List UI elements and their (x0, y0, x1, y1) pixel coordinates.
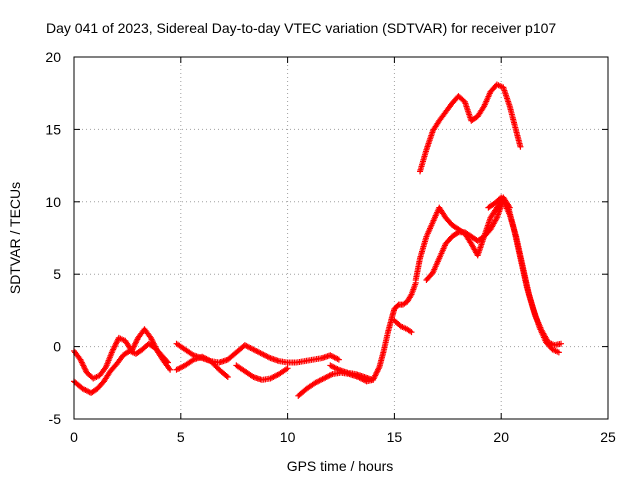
grid (74, 57, 608, 419)
series-track-b (71, 340, 171, 396)
data-point (408, 329, 415, 336)
x-tick-label: 20 (493, 429, 509, 445)
data-point (454, 230, 461, 237)
data-point (558, 340, 565, 347)
data-point (167, 366, 174, 373)
y-tick-label: 0 (53, 339, 61, 355)
series-track-e (233, 362, 291, 383)
axis-ticks: 0 5 10 15 20 25 -5 0 5 10 15 20 (45, 49, 616, 445)
data-point (163, 358, 170, 365)
x-tick-label: 0 (70, 429, 78, 445)
data-point (223, 372, 230, 379)
data-point (335, 356, 342, 363)
x-axis-label: GPS time / hours (287, 458, 394, 474)
x-tick-label: 25 (600, 429, 616, 445)
data-point (224, 374, 231, 381)
y-tick-label: 15 (45, 121, 61, 137)
x-tick-label: 5 (177, 429, 185, 445)
y-tick-label: -5 (49, 411, 62, 427)
x-tick-label: 15 (387, 429, 403, 445)
y-tick-label: 10 (45, 194, 61, 210)
series-track-g (327, 279, 419, 383)
x-tick-label: 10 (280, 429, 296, 445)
data-point (164, 359, 171, 366)
y-tick-label: 20 (45, 49, 61, 65)
y-axis-label: SDTVAR / TECUs (7, 182, 23, 294)
series-track-k (485, 194, 562, 356)
data-points (71, 81, 565, 399)
chart-title: Day 041 of 2023, Sidereal Day-to-day VTE… (46, 20, 556, 36)
y-tick-label: 5 (53, 266, 61, 282)
plot-frame (73, 56, 609, 420)
series-track-l (417, 81, 524, 175)
series-track-h (391, 317, 415, 336)
data-point (517, 143, 524, 150)
series-track-d (173, 353, 231, 381)
data-point (284, 365, 291, 372)
data-point (555, 349, 562, 356)
